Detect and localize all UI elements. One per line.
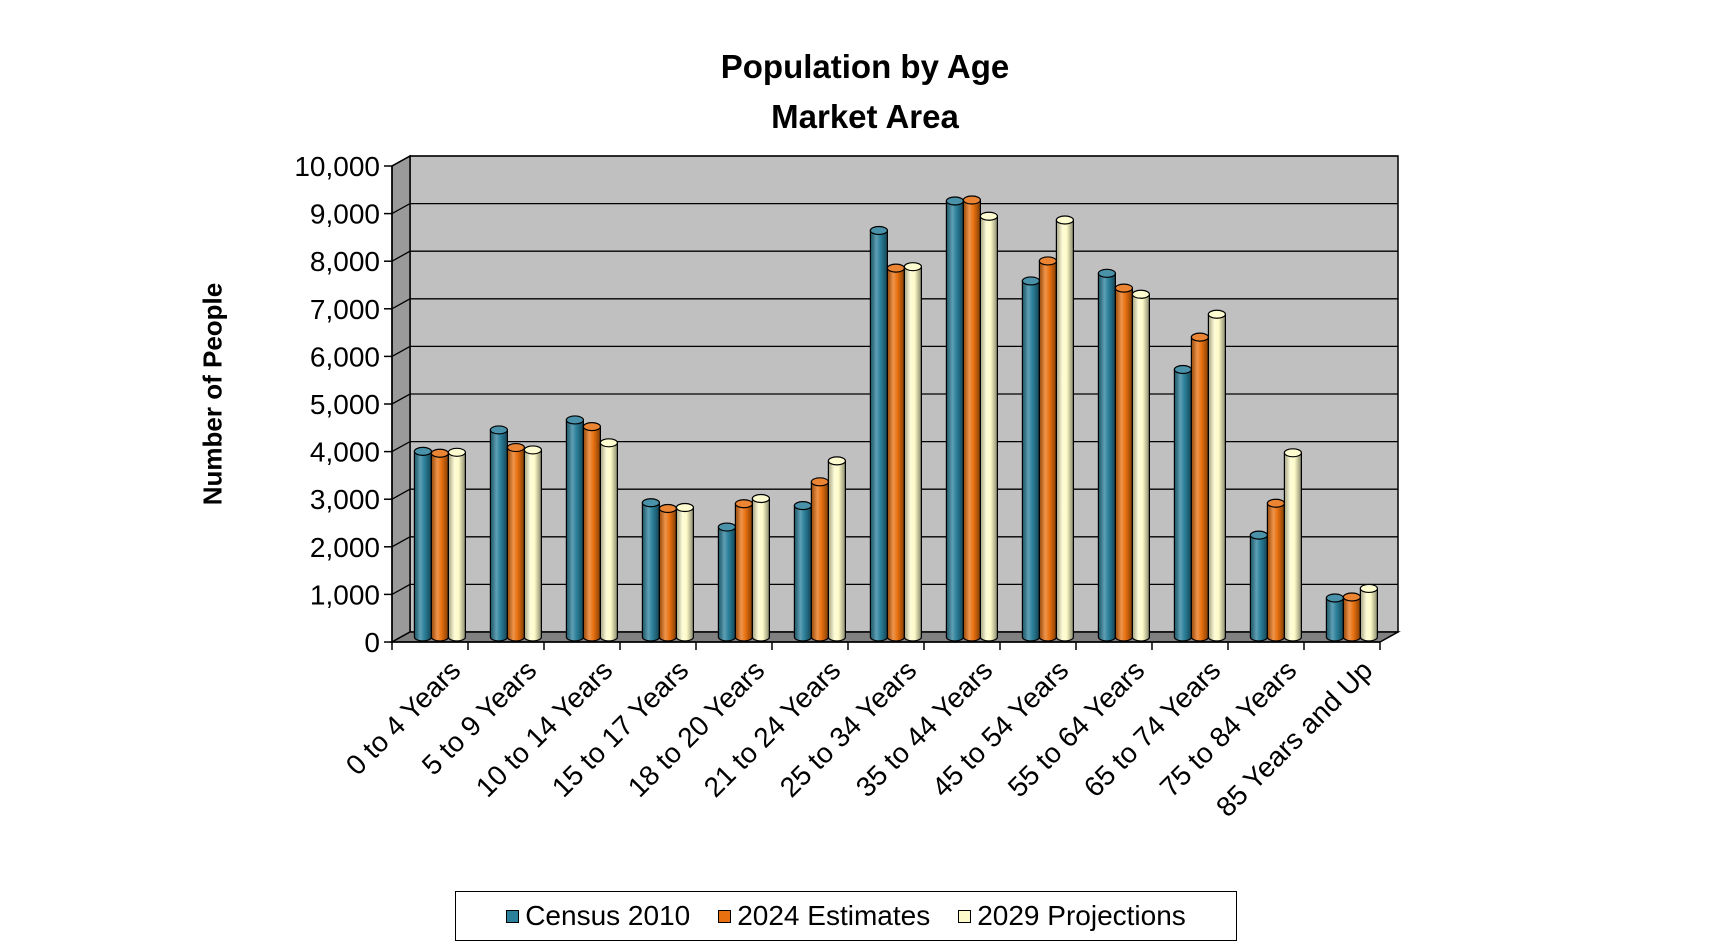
y-tick-label: 9,000 bbox=[310, 199, 380, 230]
bar bbox=[523, 445, 543, 642]
bar bbox=[1055, 215, 1075, 642]
legend-swatch bbox=[718, 909, 732, 923]
x-tick-label: 21 to 24 Years bbox=[698, 654, 847, 803]
x-tick-label: 65 to 74 Years bbox=[1078, 654, 1227, 803]
bar bbox=[1173, 364, 1193, 642]
x-tick-label: 25 to 34 Years bbox=[774, 654, 923, 803]
bar bbox=[565, 415, 585, 642]
bar bbox=[599, 438, 619, 642]
bar bbox=[751, 493, 771, 642]
bar bbox=[1021, 276, 1041, 642]
legend-item-2024-estimates: 2024 Estimates bbox=[718, 900, 930, 932]
legend-label: 2024 Estimates bbox=[737, 900, 931, 931]
bar bbox=[430, 448, 449, 642]
y-tick-label: 6,000 bbox=[310, 341, 380, 372]
bar bbox=[1283, 448, 1303, 642]
bar bbox=[1325, 593, 1345, 642]
legend-item-census-2010: Census 2010 bbox=[506, 900, 690, 932]
bar bbox=[675, 502, 695, 642]
legend: Census 2010 2024 Estimates 2029 Projecti… bbox=[455, 891, 1237, 941]
y-tick-label: 10,000 bbox=[294, 151, 380, 182]
legend-swatch bbox=[958, 909, 972, 923]
bar bbox=[447, 447, 466, 642]
bar bbox=[1190, 332, 1210, 642]
x-tick-label: 35 to 44 Years bbox=[850, 654, 999, 803]
bar bbox=[793, 501, 813, 642]
bar bbox=[886, 263, 906, 642]
bar bbox=[827, 456, 847, 642]
y-tick-label: 2,000 bbox=[310, 532, 380, 563]
y-tick-label: 8,000 bbox=[310, 246, 380, 277]
gridline bbox=[391, 155, 1398, 167]
bar bbox=[1342, 592, 1362, 642]
bar bbox=[1097, 268, 1117, 642]
x-tick-label: 10 to 14 Years bbox=[470, 654, 619, 803]
bar bbox=[717, 522, 737, 642]
gridline bbox=[391, 202, 1398, 215]
legend-swatch bbox=[506, 909, 520, 923]
x-tick-label: 55 to 64 Years bbox=[1002, 654, 1151, 803]
bar bbox=[506, 442, 526, 642]
y-tick-label: 7,000 bbox=[310, 294, 380, 325]
bar bbox=[1359, 583, 1379, 642]
bar bbox=[1114, 283, 1134, 642]
bar bbox=[1038, 256, 1058, 642]
bar bbox=[903, 262, 923, 642]
bar bbox=[1207, 309, 1227, 642]
x-tick-label: 15 to 17 Years bbox=[546, 654, 695, 803]
bar bbox=[869, 225, 889, 642]
bar bbox=[582, 422, 602, 642]
x-tick-label: 45 to 54 Years bbox=[926, 654, 1075, 803]
bar bbox=[641, 498, 661, 642]
bar bbox=[734, 499, 754, 642]
x-tick-label: 18 to 20 Years bbox=[622, 654, 771, 803]
bar bbox=[810, 477, 830, 642]
axes bbox=[391, 166, 1381, 650]
bar bbox=[413, 446, 432, 642]
bar bbox=[979, 211, 999, 642]
y-tick-label: 0 bbox=[364, 627, 380, 658]
legend-label: 2029 Projections bbox=[977, 900, 1186, 931]
bar bbox=[945, 196, 965, 642]
legend-item-2029-projections: 2029 Projections bbox=[958, 900, 1186, 932]
x-tick-label: 75 to 84 Years bbox=[1154, 654, 1303, 803]
y-tick-label: 4,000 bbox=[310, 437, 380, 468]
bar-group bbox=[413, 195, 1379, 642]
chart-subtitle: Market Area bbox=[771, 98, 959, 135]
y-tick-labels: 0 1,000 2,000 3,000 4,000 5,000 6,000 7,000 8,00… bbox=[294, 151, 380, 658]
y-tick-label: 3,000 bbox=[310, 484, 380, 515]
y-tick-label: 1,000 bbox=[310, 579, 380, 610]
bar bbox=[962, 195, 982, 642]
bar bbox=[489, 425, 508, 642]
y-axis-label: Number of People bbox=[197, 282, 228, 506]
bar bbox=[1131, 289, 1151, 642]
bar bbox=[1249, 530, 1269, 642]
legend-label: Census 2010 bbox=[525, 900, 691, 931]
bar bbox=[1266, 498, 1286, 642]
y-tick-label: 5,000 bbox=[310, 389, 380, 420]
bar bbox=[658, 503, 678, 642]
chart-title: Population by Age bbox=[720, 48, 1010, 85]
